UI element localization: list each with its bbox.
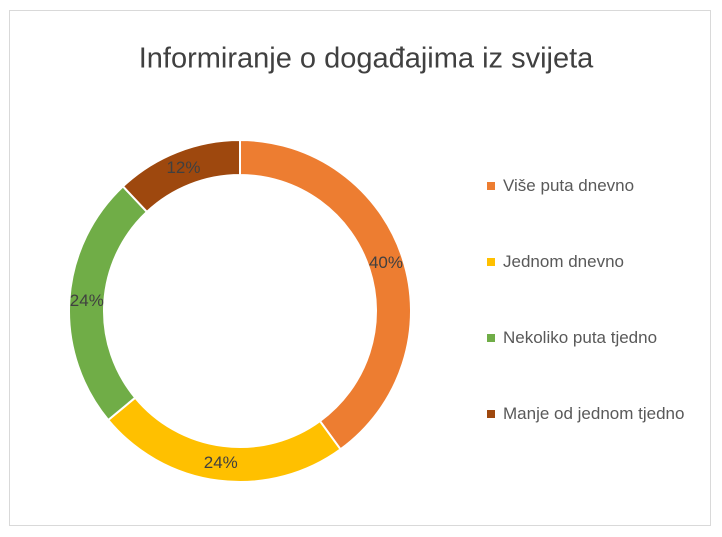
legend-swatch [487,258,495,266]
data-label: 24% [70,291,104,310]
legend-label: Više puta dnevno [503,176,635,195]
legend-label: Nekoliko puta tjedno [503,328,658,347]
legend-swatch [487,334,495,342]
donut-slice [121,138,241,214]
legend-swatch [487,182,495,190]
legend-label: Jednom dnevno [503,252,624,271]
legend-swatch [487,410,495,418]
legend-item: Jednom dnevno [487,250,707,274]
legend-item: Nekoliko puta tjedno [487,326,707,350]
chart-title: Informiranje o događajima iz svijeta [139,43,594,75]
legend-item: Manje od jednom tjedno [487,402,707,426]
legend-item: Više puta dnevno [487,174,707,198]
data-label: 12% [166,158,200,177]
data-label: 40% [369,253,403,272]
data-label: 24% [204,453,238,472]
donut-slice [239,138,412,451]
legend-label: Manje od jednom tjedno [503,404,685,423]
chart-frame [9,10,711,526]
